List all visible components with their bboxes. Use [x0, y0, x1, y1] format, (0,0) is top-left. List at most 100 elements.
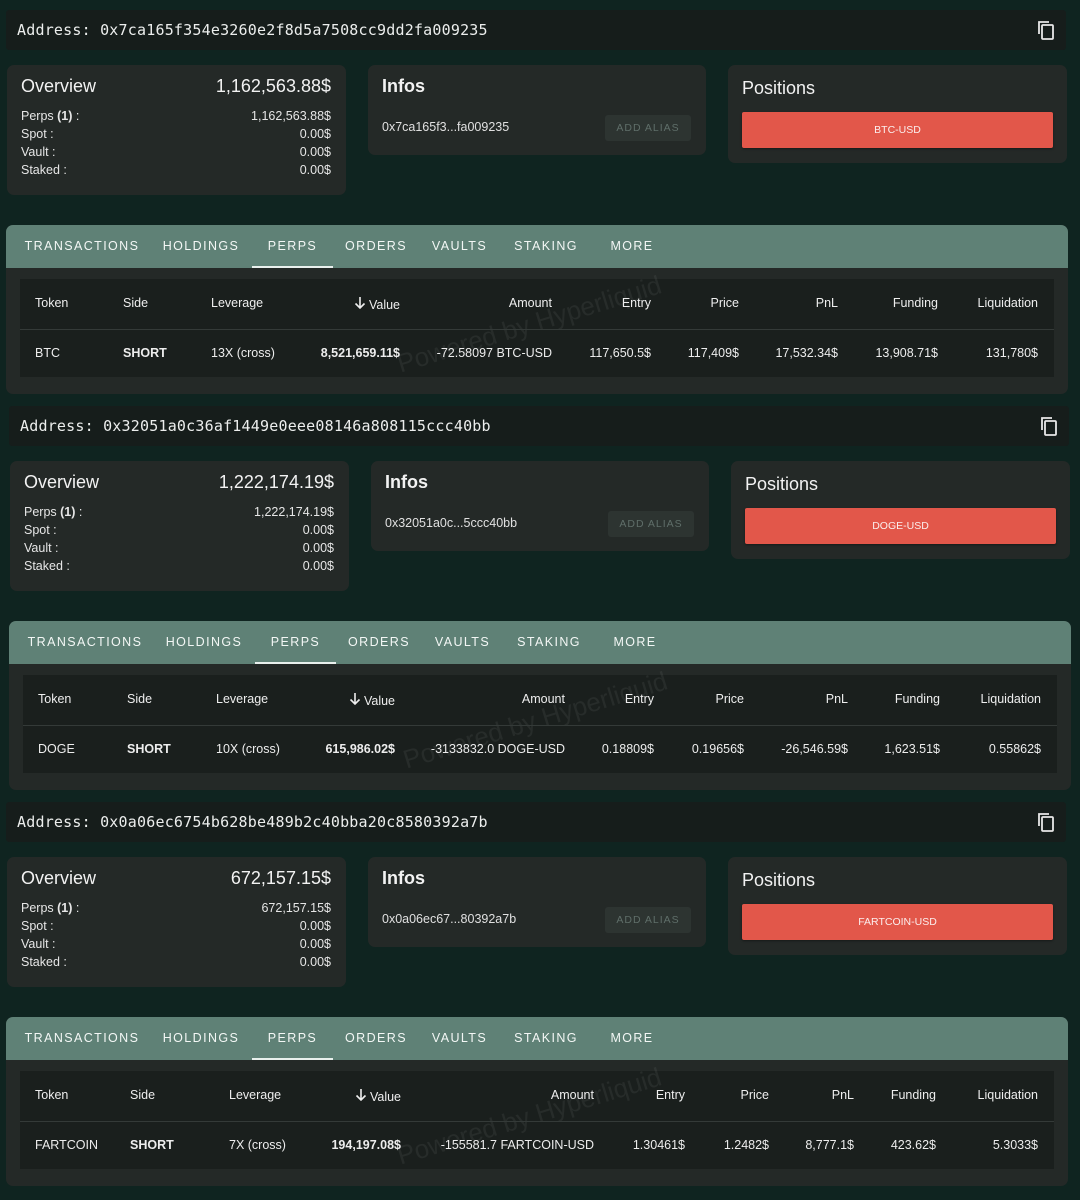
position-button[interactable]: FARTCOIN-USD	[742, 904, 1053, 940]
positions-card: Positions BTC-USD	[728, 65, 1067, 163]
tab-staking[interactable]: STAKING	[517, 635, 581, 649]
tab-holdings[interactable]: HOLDINGS	[162, 239, 240, 253]
overview-row-staked: Staked : 0.00$	[21, 163, 331, 181]
overview-value-perps: 672,157.15$	[261, 901, 331, 915]
overview-label-perps: Perps (1) :	[24, 505, 82, 519]
tab-orders[interactable]: ORDERS	[348, 635, 410, 649]
overview-row-vault: Vault : 0.00$	[24, 541, 334, 559]
overview-value-spot: 0.00$	[299, 919, 331, 933]
column-header-label: Value	[368, 298, 400, 312]
tab-transactions[interactable]: TRANSACTIONS	[24, 239, 140, 253]
overview-label-spot: Spot :	[24, 523, 57, 537]
copy-icon[interactable]	[1034, 18, 1058, 42]
copy-icon[interactable]	[1037, 414, 1061, 438]
tab-orders[interactable]: ORDERS	[345, 1031, 407, 1045]
infos-title: Infos	[382, 76, 425, 96]
column-header-label: Value	[363, 694, 395, 708]
column-header-amount: Amount	[521, 692, 565, 706]
positions-title: Positions	[745, 474, 819, 494]
add-alias-button[interactable]: ADD ALIAS	[605, 907, 691, 933]
overview-title: Overview	[21, 868, 97, 888]
table-row: FARTCOIN SHORT 7X (cross) 194,197.08$ -15558…	[20, 1122, 1054, 1169]
overview-value-staked: 0.00$	[302, 559, 334, 573]
infos-card: Infos 0x7ca165f3...fa009235 ADD ALIAS	[368, 65, 706, 155]
cell-liquidation: 5.3033$	[992, 1138, 1038, 1152]
overview-row-perps: Perps (1) : 1,162,563.88$	[21, 109, 331, 127]
overview-row-staked: Staked : 0.00$	[21, 955, 331, 973]
tab-holdings[interactable]: HOLDINGS	[162, 1031, 240, 1045]
tab-more[interactable]: MORE	[610, 239, 654, 253]
short-address: 0x0a06ec67...80392a7b	[382, 912, 517, 926]
tab-perps[interactable]: PERPS	[252, 1017, 333, 1060]
tab-perps[interactable]: PERPS	[255, 621, 336, 664]
cell-liquidation: 131,780$	[985, 346, 1038, 360]
column-header-price: Price	[715, 692, 744, 706]
wallet-address[interactable]: Address: 0x0a06ec6754b628be489b2c40bba20…	[17, 813, 488, 831]
cell-entry: 1.30461$	[632, 1138, 685, 1152]
cell-amount: -155581.7 FARTCOIN-USD	[440, 1138, 594, 1152]
cell-funding: 1,623.51$	[884, 742, 940, 756]
arrow-down-icon	[354, 296, 366, 312]
tab-bar: TRANSACTIONS HOLDINGS PERPS ORDERS VAULTS STA…	[6, 225, 1068, 268]
cell-amount: -72.58097 BTC-USD	[436, 346, 552, 360]
overview-row-staked: Staked : 0.00$	[24, 559, 334, 577]
cell-token: FARTCOIN	[35, 1138, 98, 1152]
tab-vaults[interactable]: VAULTS	[431, 239, 488, 253]
address-bar: Address: 0x7ca165f354e3260e2f8d5a7508cc9…	[6, 10, 1066, 50]
tab-vaults[interactable]: VAULTS	[431, 1031, 488, 1045]
position-button[interactable]: BTC-USD	[742, 112, 1053, 148]
add-alias-button[interactable]: ADD ALIAS	[608, 511, 694, 537]
tab-vaults[interactable]: VAULTS	[434, 635, 491, 649]
cell-price: 1.2482$	[723, 1138, 769, 1152]
overview-row-perps: Perps (1) : 1,222,174.19$	[24, 505, 334, 523]
column-header-value[interactable]: Value	[349, 692, 395, 708]
tab-more[interactable]: MORE	[613, 635, 657, 649]
perps-label: Perps	[21, 901, 54, 915]
tab-transactions[interactable]: TRANSACTIONS	[24, 1031, 140, 1045]
cell-side: SHORT	[127, 742, 171, 756]
positions-card: Positions FARTCOIN-USD	[728, 857, 1067, 955]
overview-total: 672,157.15$	[230, 868, 331, 888]
column-header-funding: Funding	[890, 1088, 936, 1102]
cell-liquidation: 0.55862$	[988, 742, 1041, 756]
overview-card: Overview 1,162,563.88$ Perps (1) : 1,162,56…	[7, 65, 346, 195]
column-header-price: Price	[740, 1088, 769, 1102]
infos-card: Infos 0x0a06ec67...80392a7b ADD ALIAS	[368, 857, 706, 947]
arrow-down-icon	[349, 692, 361, 708]
overview-value-perps: 1,222,174.19$	[254, 505, 334, 519]
add-alias-button[interactable]: ADD ALIAS	[605, 115, 691, 141]
tab-staking[interactable]: STAKING	[514, 239, 578, 253]
column-header-leverage: Leverage	[211, 296, 264, 310]
overview-label-staked: Staked :	[21, 163, 67, 177]
column-header-label: Value	[369, 1090, 401, 1104]
column-header-token: Token	[35, 1088, 69, 1102]
tab-holdings[interactable]: HOLDINGS	[165, 635, 243, 649]
overview-label-spot: Spot :	[21, 127, 54, 141]
tab-staking[interactable]: STAKING	[514, 1031, 578, 1045]
tab-transactions[interactable]: TRANSACTIONS	[27, 635, 143, 649]
positions-card: Positions DOGE-USD	[731, 461, 1070, 559]
perps-table-panel: TRANSACTIONS HOLDINGS PERPS ORDERS VAULTS STA…	[6, 225, 1068, 394]
copy-icon[interactable]	[1034, 810, 1058, 834]
column-header-price: Price	[710, 296, 739, 310]
infos-title: Infos	[382, 868, 425, 888]
position-button[interactable]: DOGE-USD	[745, 508, 1056, 544]
column-header-value[interactable]: Value	[354, 296, 400, 312]
tab-bar: TRANSACTIONS HOLDINGS PERPS ORDERS VAULTS STA…	[6, 1017, 1068, 1060]
wallet-address[interactable]: Address: 0x7ca165f354e3260e2f8d5a7508cc9…	[17, 21, 488, 39]
column-header-value[interactable]: Value	[355, 1088, 401, 1104]
overview-label-vault: Vault :	[24, 541, 59, 555]
overview-title: Overview	[21, 76, 97, 96]
tab-perps[interactable]: PERPS	[252, 225, 333, 268]
tab-orders[interactable]: ORDERS	[345, 239, 407, 253]
wallet-address[interactable]: Address: 0x32051a0c36af1449e0eee08146a80…	[20, 417, 491, 435]
overview-row-vault: Vault : 0.00$	[21, 145, 331, 163]
perps-label: Perps	[21, 109, 54, 123]
overview-label-vault: Vault :	[21, 937, 56, 951]
tab-more[interactable]: MORE	[610, 1031, 654, 1045]
perps-count: (1)	[57, 901, 73, 915]
cell-price: 0.19656$	[691, 742, 744, 756]
cell-pnl: 17,532.34$	[775, 346, 838, 360]
tab-bar: TRANSACTIONS HOLDINGS PERPS ORDERS VAULTS STA…	[9, 621, 1071, 664]
positions-table: Powered by Hyperliquid Token Side Leverage V…	[23, 666, 1057, 775]
